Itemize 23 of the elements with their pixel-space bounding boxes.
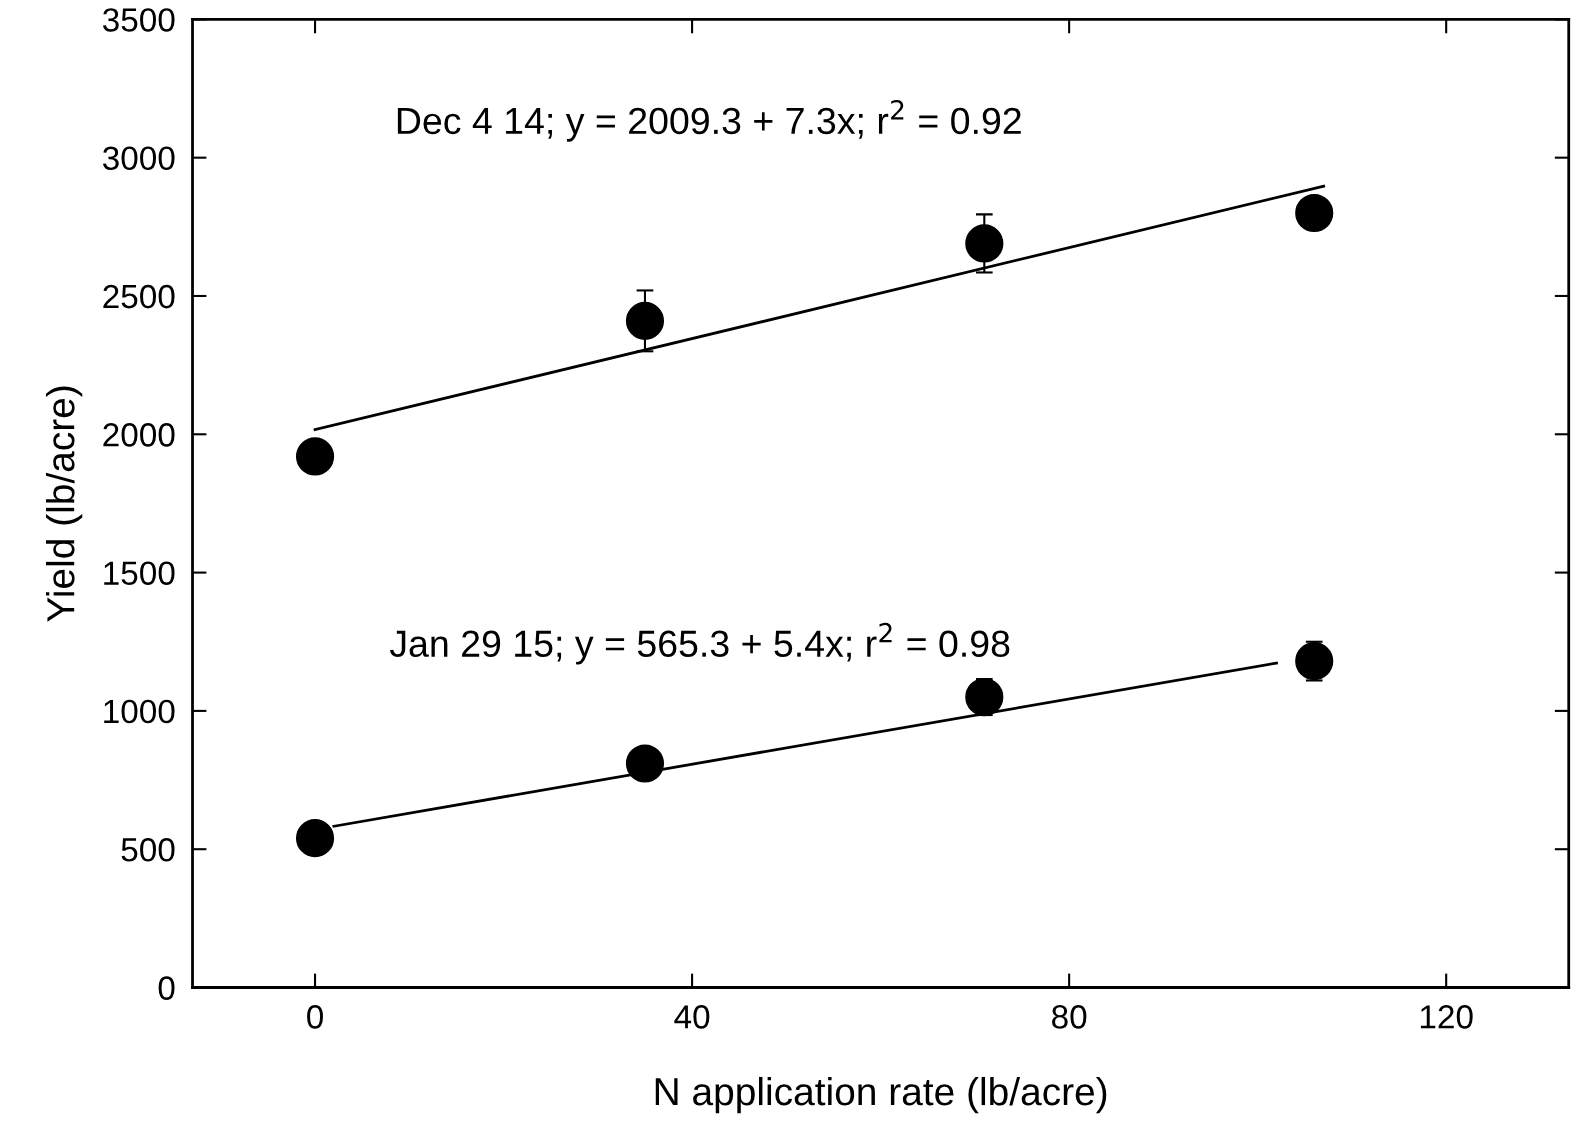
point [625,744,665,783]
x-tick-label: 40 [674,1005,710,1029]
annotation: Dec 4 14; y = 2009.3 + 7.3x; r$^{2}$ = 0.92 [397,100,1021,142]
point [1295,642,1334,681]
point [965,224,1004,263]
y-tick-label: 0 [158,976,175,1000]
x-axis-title: N application rate (lb/acre) [655,1076,1107,1114]
point [295,437,335,476]
x-tick-label: 0 [307,1005,324,1029]
y-tick-label: 3000 [102,146,175,171]
y-tick-label: 1000 [104,699,175,724]
y-tick-label: 2000 [103,423,175,447]
y-tick-label: 1500 [104,561,175,585]
y-axis-title: Yield (lb/acre) [46,386,83,622]
y-tick-label: 2500 [103,284,175,309]
y-tick-label: 500 [121,838,175,862]
x-tick-label: 120 [1420,1005,1473,1029]
x-tick-label: 80 [1052,1005,1087,1029]
annotation: Jan 29 15; y = 565.3 + 5.4x; r$^{2}$ = 0.98 [389,622,1010,665]
y-tick-label: 3500 [102,8,175,32]
point [1295,193,1334,233]
point [295,819,335,858]
point [625,301,665,340]
